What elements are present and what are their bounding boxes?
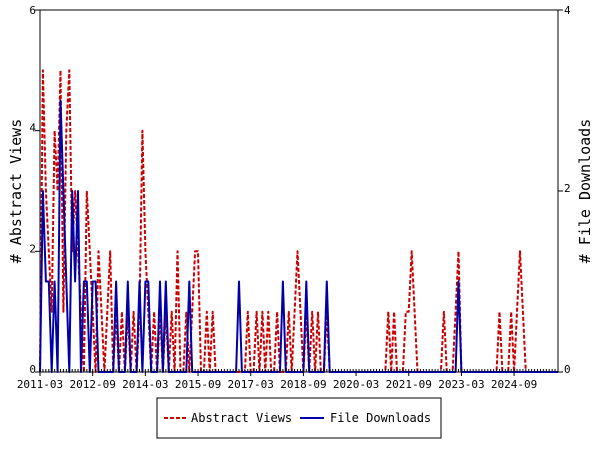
x-tick-label: 2014-03 [122,378,168,391]
x-tick-label: 2012-09 [69,378,115,391]
y-right-tick-label: 4 [564,4,571,17]
x-tick-label: 2018-09 [280,378,326,391]
x-tick-label: 2017-03 [228,378,274,391]
y-left-tick-label: 6 [29,4,36,17]
y-left-tick-label: 2 [29,242,36,255]
y-left-tick-label: 4 [29,122,36,135]
x-tick-label: 2011-03 [17,378,63,391]
right-axis-title: # File Downloads [576,119,594,264]
legend-label-file-downloads: File Downloads [330,411,431,425]
axes: 2011-03 2012-09 2014-03 2015-09 2017-03 2018-… [17,4,571,391]
legend-box [156,397,442,439]
series-line-file-downloads [39,99,558,373]
y-right-tick-label: 2 [564,182,571,195]
file-downloads-series [39,99,558,373]
left-axis-title: # Abstract Views [7,119,25,264]
x-tick-label: 2023-03 [438,378,484,391]
x-tick-label: 2015-09 [175,378,221,391]
x-tick-label: 2024-09 [491,378,537,391]
x-tick-label: 2020-03 [333,378,379,391]
legend-label-abstract-views: Abstract Views [191,411,292,425]
y-left-tick-label: 0 [29,363,36,376]
x-tick-label: 2021-09 [386,378,432,391]
y-right-tick-label: 0 [564,363,571,376]
legend: Abstract Views File Downloads [156,397,442,439]
